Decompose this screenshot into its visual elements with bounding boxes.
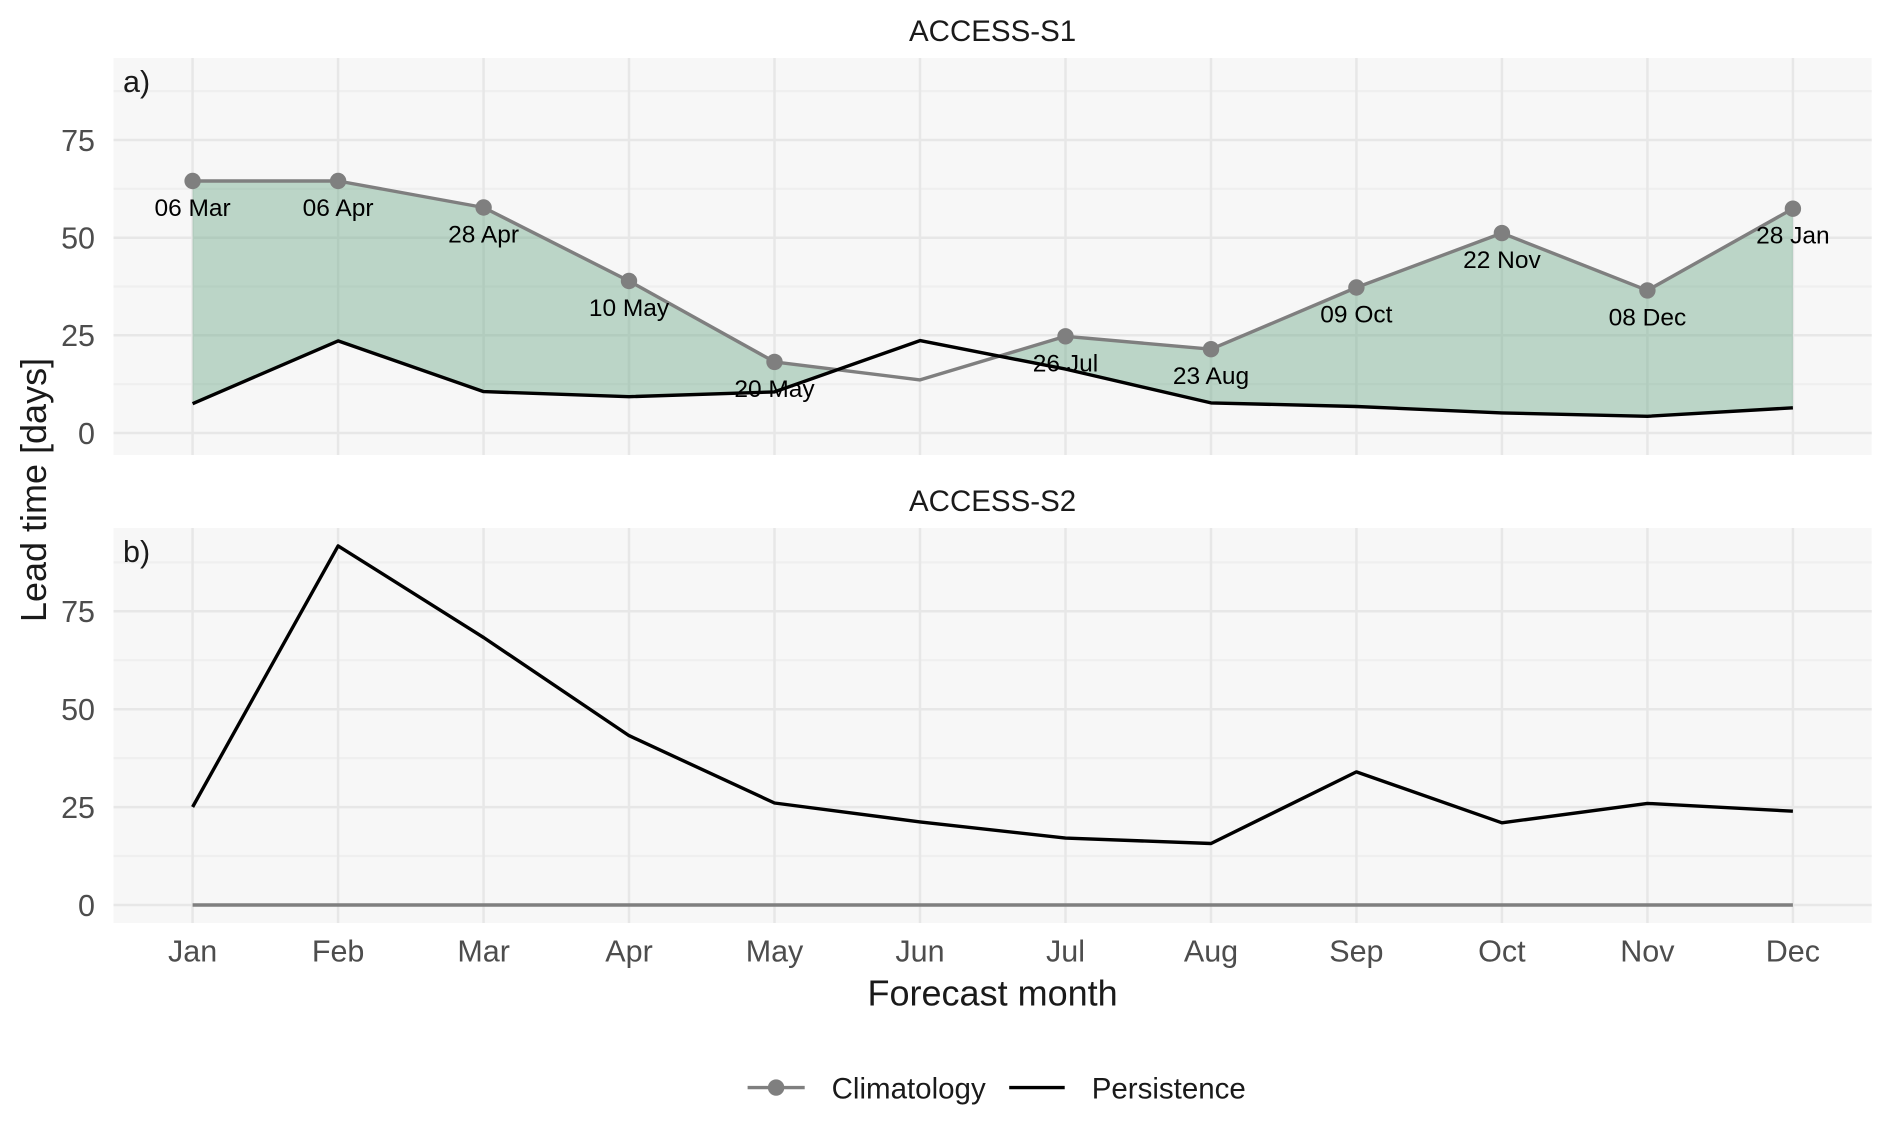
svg-text:Dec: Dec	[1766, 934, 1820, 968]
svg-text:06 Mar: 06 Mar	[154, 195, 230, 222]
svg-text:Mar: Mar	[457, 934, 510, 968]
svg-text:a): a)	[123, 65, 150, 99]
svg-text:Climatology: Climatology	[832, 1072, 986, 1105]
svg-text:Jun: Jun	[895, 934, 944, 968]
svg-text:Apr: Apr	[605, 934, 652, 968]
svg-text:ACCESS-S2: ACCESS-S2	[909, 485, 1076, 518]
svg-text:Persistence: Persistence	[1092, 1072, 1246, 1105]
svg-text:22 Nov: 22 Nov	[1463, 247, 1541, 274]
svg-text:0: 0	[78, 889, 95, 923]
svg-text:Forecast month: Forecast month	[868, 972, 1118, 1013]
svg-text:23 Aug: 23 Aug	[1173, 363, 1249, 390]
svg-text:28 Jan: 28 Jan	[1756, 223, 1830, 250]
svg-text:Oct: Oct	[1478, 934, 1526, 968]
svg-text:Jul: Jul	[1046, 934, 1085, 968]
svg-text:ACCESS-S1: ACCESS-S1	[909, 15, 1076, 48]
svg-text:75: 75	[61, 595, 95, 629]
svg-text:09 Oct: 09 Oct	[1320, 302, 1392, 329]
svg-text:Nov: Nov	[1620, 934, 1675, 968]
svg-text:75: 75	[61, 124, 95, 158]
svg-text:Lead time [days]: Lead time [days]	[13, 358, 54, 622]
svg-text:Feb: Feb	[312, 934, 365, 968]
svg-text:10 May: 10 May	[589, 295, 670, 322]
svg-text:06 Apr: 06 Apr	[303, 195, 374, 222]
svg-text:Sep: Sep	[1329, 934, 1383, 968]
svg-text:20 May: 20 May	[734, 376, 815, 403]
svg-text:May: May	[746, 934, 804, 968]
svg-text:50: 50	[61, 222, 95, 256]
svg-text:0: 0	[78, 417, 95, 451]
svg-text:50: 50	[61, 693, 95, 727]
svg-text:25: 25	[61, 791, 95, 825]
svg-text:25: 25	[61, 319, 95, 353]
svg-text:28 Apr: 28 Apr	[448, 222, 519, 249]
svg-text:Jan: Jan	[168, 934, 217, 968]
svg-text:b): b)	[123, 535, 150, 569]
svg-text:Aug: Aug	[1184, 934, 1238, 968]
svg-text:08 Dec: 08 Dec	[1609, 304, 1687, 331]
svg-text:26 Jul: 26 Jul	[1033, 350, 1098, 377]
